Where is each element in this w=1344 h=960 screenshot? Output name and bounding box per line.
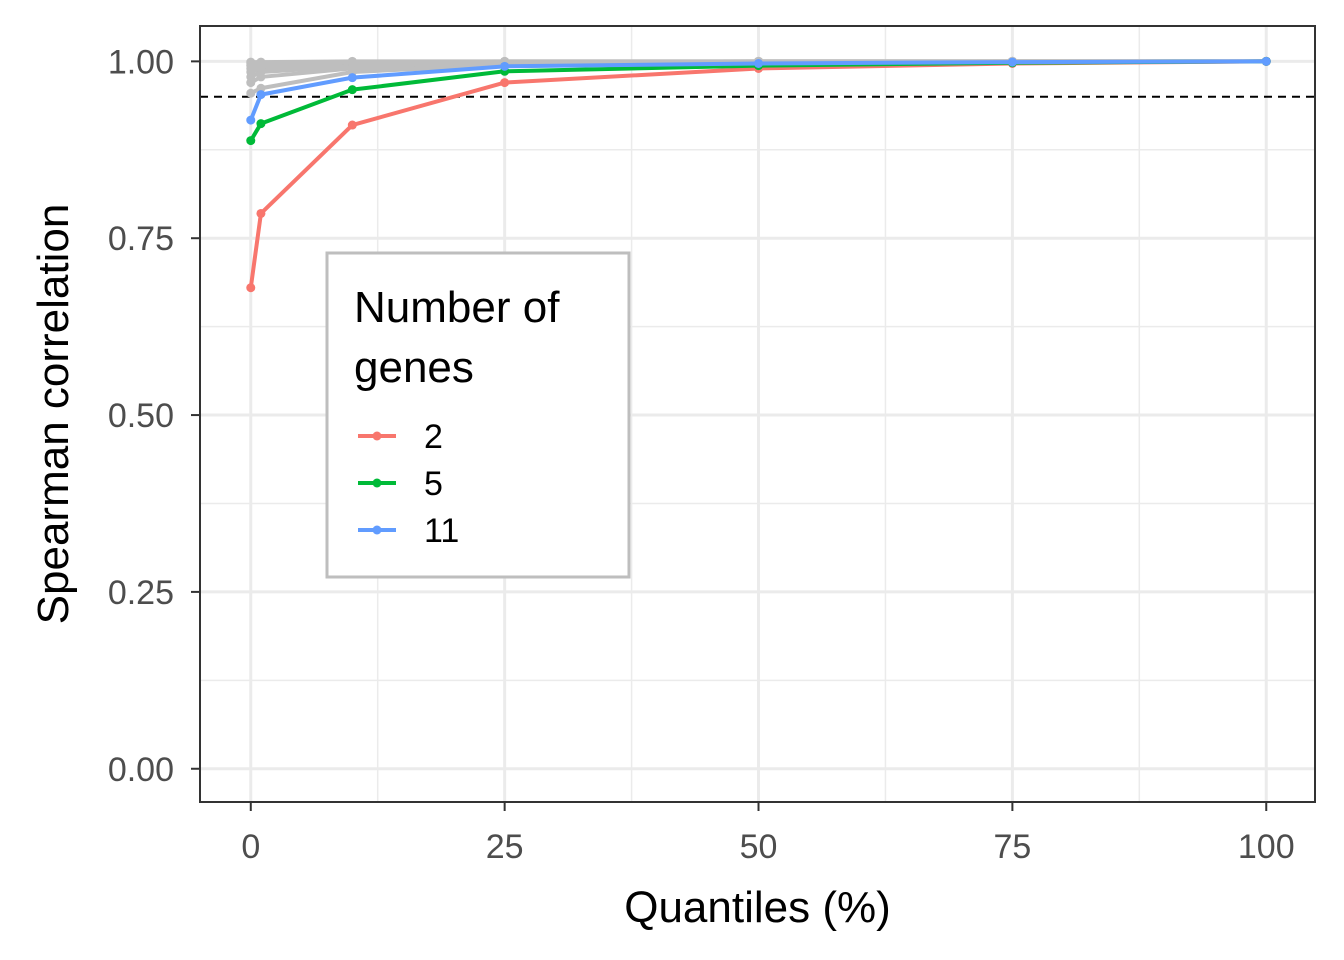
series-11-point: [246, 115, 256, 125]
legend-label-2: 2: [424, 418, 443, 456]
y-axis-title: Spearman correlation: [29, 204, 78, 625]
x-tick-label: 25: [486, 828, 524, 866]
legend-key-point-2: [372, 431, 382, 441]
legend-label-11: 11: [424, 512, 459, 550]
y-tick-label: 0.25: [108, 574, 174, 612]
series-2-point: [500, 78, 510, 88]
series-11-point: [754, 58, 764, 68]
legend-title-line-2: genes: [354, 343, 474, 392]
series-11-point: [347, 73, 357, 83]
series-11-point: [256, 90, 266, 100]
x-tick-label: 0: [241, 828, 260, 866]
series-group: [246, 56, 1271, 293]
panel-border: [199, 25, 1316, 803]
x-tick-label: 75: [993, 828, 1031, 866]
legend-title-line-1: Number of: [354, 283, 560, 332]
background-series-8-point: [347, 56, 357, 66]
series-2-point: [246, 283, 256, 293]
x-tick-label: 50: [740, 828, 778, 866]
series-11-point: [1261, 56, 1271, 66]
series-5-point: [246, 136, 256, 146]
series-2-point: [347, 120, 357, 130]
y-tick-label: 0.00: [108, 751, 174, 789]
legend-label-5: 5: [424, 465, 443, 503]
legend-entries: 2 5 11: [358, 418, 459, 550]
background-series-8-point: [246, 57, 256, 67]
legend: Number of genes 2 5 11: [325, 251, 631, 579]
y-tick-label: 0.50: [108, 397, 174, 435]
series-5-point: [256, 119, 266, 129]
y-tick-label: 1.00: [108, 43, 174, 81]
legend-key-point-11: [372, 525, 382, 535]
background-series-1-point: [246, 88, 256, 98]
x-tick-label: 100: [1238, 828, 1295, 866]
y-tick-label: 0.75: [108, 220, 174, 258]
series-11-point: [1007, 57, 1017, 67]
background-series-8-point: [256, 57, 266, 67]
background-series-1-point: [256, 83, 266, 93]
legend-box: [325, 251, 631, 579]
series-11-point: [500, 61, 510, 71]
legend-key-point-5: [372, 478, 382, 488]
x-axis-title: Quantiles (%): [624, 883, 891, 932]
series-5-point: [347, 85, 357, 95]
series-2-point: [256, 208, 266, 218]
